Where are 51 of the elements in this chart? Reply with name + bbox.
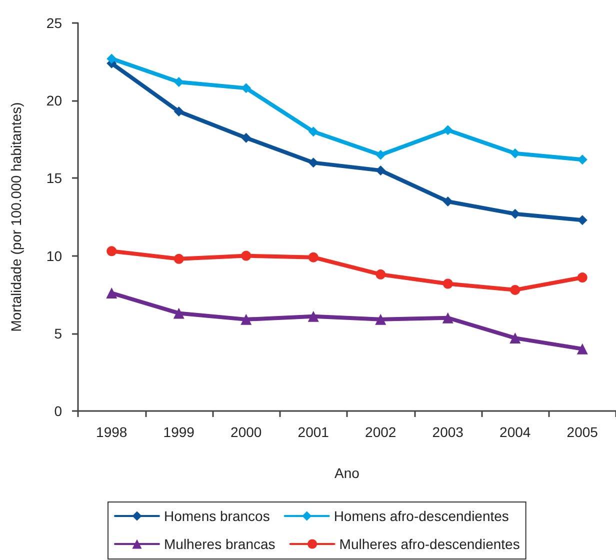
- x-tick-label: 2005: [566, 424, 598, 440]
- point: [106, 54, 117, 64]
- y-tick-label: 15: [46, 170, 62, 186]
- point: [376, 150, 386, 160]
- point: [376, 269, 386, 280]
- point: [510, 208, 520, 219]
- point: [106, 246, 117, 256]
- x-tick-label: 2000: [230, 424, 262, 440]
- y-axis-title: Mortalidade (por 100.000 habitantes): [8, 102, 24, 332]
- x-tick-label: 1999: [163, 424, 195, 440]
- point: [174, 106, 184, 116]
- y-tick-label: 10: [46, 248, 62, 264]
- point: [577, 215, 588, 226]
- point: [241, 83, 252, 94]
- point: [173, 308, 184, 319]
- legend-label: Mulheres brancas: [164, 536, 276, 552]
- y-tick-label: 25: [46, 15, 62, 31]
- x-tick-label: 2002: [365, 424, 396, 440]
- point: [442, 125, 453, 136]
- point: [442, 312, 454, 324]
- point: [241, 132, 252, 143]
- x-axis-title: Ano: [334, 465, 360, 481]
- x-tick-label: 2001: [298, 424, 330, 440]
- y-tick-label: 5: [54, 325, 62, 342]
- point: [240, 314, 252, 325]
- point: [308, 126, 318, 137]
- point: [510, 148, 520, 158]
- legend-label: Mulheres afro-descendientes: [339, 536, 520, 552]
- point: [308, 252, 318, 262]
- y-tick-label: 0: [54, 403, 62, 419]
- point: [510, 284, 520, 295]
- x-tick-label: 2003: [432, 424, 464, 440]
- point: [376, 165, 386, 176]
- legend-label: Homens brancos: [164, 508, 270, 524]
- point: [241, 250, 252, 261]
- point: [375, 314, 386, 325]
- point: [174, 254, 184, 264]
- x-tick-label: 2004: [500, 424, 531, 440]
- legend-label: Homens afro-descendientes: [334, 508, 509, 524]
- point: [442, 278, 453, 289]
- point: [577, 272, 588, 283]
- point: [442, 196, 453, 206]
- x-tick-label: 1998: [96, 424, 128, 440]
- point: [174, 76, 184, 87]
- y-tick-label: 20: [46, 92, 62, 109]
- point: [308, 310, 319, 322]
- point: [308, 158, 318, 168]
- point: [106, 288, 118, 299]
- point: [510, 332, 521, 344]
- point: [577, 154, 588, 165]
- point: [576, 343, 588, 354]
